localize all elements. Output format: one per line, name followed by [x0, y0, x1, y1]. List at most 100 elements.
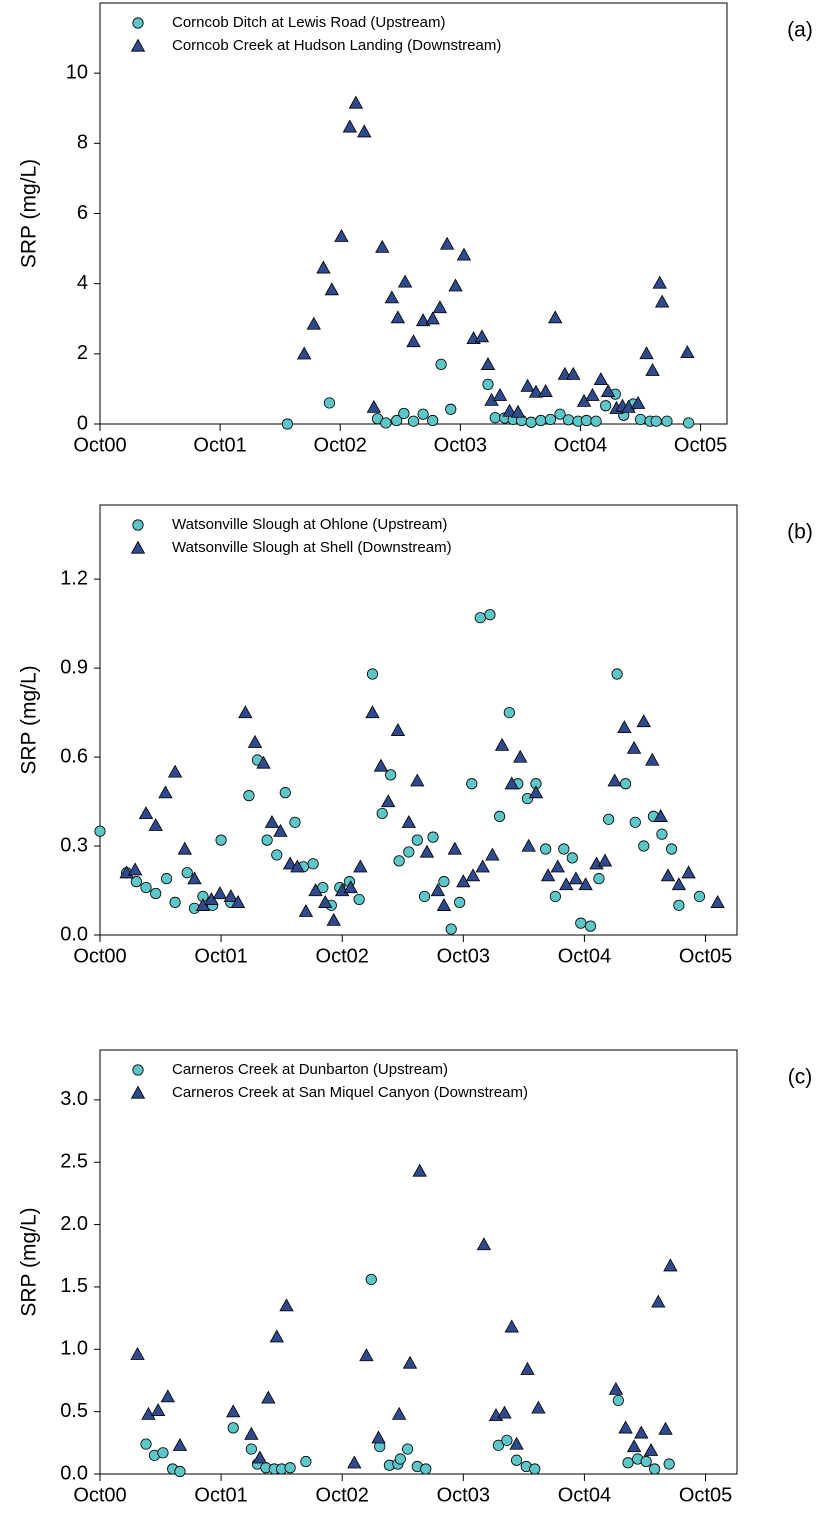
data-point — [425, 311, 440, 325]
data-point — [492, 1439, 505, 1451]
x-tick-label: Oct02 — [316, 1484, 369, 1506]
data-point — [290, 859, 305, 873]
data-point — [528, 785, 544, 799]
data-point — [436, 898, 452, 911]
data-point — [535, 414, 547, 427]
data-point — [626, 1439, 642, 1453]
data-point — [223, 889, 238, 903]
data-point — [230, 895, 246, 908]
data-point — [485, 847, 500, 861]
x-tick-label: Oct00 — [73, 1484, 126, 1506]
data-point — [562, 414, 575, 426]
data-point — [617, 720, 632, 734]
data-point — [381, 794, 396, 808]
data-point — [448, 278, 463, 292]
data-point — [343, 880, 358, 894]
data-point — [127, 862, 143, 876]
panel-label: (b) — [787, 521, 813, 544]
data-point — [626, 740, 642, 754]
data-point — [584, 920, 597, 932]
data-point — [279, 1298, 294, 1312]
data-point — [445, 403, 457, 415]
data-point — [373, 758, 389, 772]
data-point — [177, 841, 192, 855]
data-point — [334, 228, 349, 242]
y-tick-label: 0.3 — [60, 834, 88, 856]
y-tick-label: 2.5 — [60, 1151, 88, 1173]
data-point — [456, 247, 472, 261]
data-point — [673, 899, 685, 911]
data-point — [172, 1437, 188, 1451]
data-point — [281, 418, 293, 430]
data-point — [307, 858, 319, 870]
data-point — [629, 816, 641, 828]
data-point — [397, 274, 413, 288]
data-point — [568, 871, 584, 885]
legend-label: Carneros Creek at Dunbarton (Upstream) — [172, 1061, 448, 1078]
data-point — [585, 387, 600, 401]
data-point — [366, 668, 379, 680]
y-tick-label: 1.0 — [60, 1338, 88, 1360]
y-tick-label: 4 — [77, 272, 88, 294]
data-point — [497, 1405, 512, 1419]
data-point — [529, 1463, 541, 1475]
data-point — [525, 416, 537, 428]
data-point — [653, 809, 668, 822]
data-point — [575, 917, 587, 929]
data-point — [645, 362, 660, 376]
data-point — [394, 1453, 406, 1465]
data-point — [520, 378, 535, 392]
data-point — [150, 887, 162, 900]
x-tick-label: Oct02 — [314, 434, 367, 456]
data-point — [636, 714, 651, 728]
data-point — [619, 778, 632, 790]
data-point — [415, 313, 431, 327]
data-point — [366, 399, 382, 413]
data-point — [466, 778, 478, 790]
legend-marker — [130, 38, 146, 52]
plot-frame — [99, 504, 738, 936]
y-tick-label: 0 — [77, 412, 88, 434]
data-point — [663, 1458, 675, 1470]
data-point — [538, 384, 553, 397]
y-tick-label: 10 — [66, 61, 88, 83]
data-point — [353, 893, 365, 906]
x-tick-label: Oct01 — [194, 945, 247, 967]
data-point — [634, 413, 647, 426]
legend-marker — [132, 519, 144, 531]
y-tick-label: 0.0 — [60, 1462, 88, 1484]
data-point — [454, 896, 466, 908]
data-point — [580, 414, 593, 427]
plot-frame — [99, 1049, 738, 1475]
data-point — [474, 612, 486, 624]
x-tick-label: Oct01 — [193, 434, 246, 456]
data-point — [427, 414, 439, 427]
data-point — [289, 816, 301, 828]
data-point — [316, 260, 331, 274]
plot-frame — [99, 2, 728, 425]
data-point — [167, 764, 183, 778]
data-point — [298, 903, 314, 917]
data-point — [590, 415, 602, 427]
data-point — [247, 734, 263, 748]
data-point — [271, 849, 283, 861]
data-point — [710, 895, 725, 908]
data-point — [391, 1406, 407, 1420]
data-point — [432, 300, 448, 314]
data-point — [347, 1455, 362, 1469]
data-point — [261, 1390, 276, 1404]
legend-label: Watsonville Slough at Shell (Downstream) — [172, 539, 452, 556]
data-point — [402, 1355, 418, 1369]
legend-label: Corncob Ditch at Lewis Road (Upstream) — [172, 14, 445, 31]
data-point — [593, 372, 609, 386]
data-point — [342, 119, 358, 133]
data-point — [492, 387, 508, 401]
data-point — [308, 883, 323, 897]
data-point — [430, 883, 446, 897]
data-point — [489, 412, 501, 424]
data-point — [640, 1455, 652, 1468]
data-point — [607, 773, 622, 787]
legend-marker — [130, 540, 146, 554]
data-point — [603, 813, 615, 825]
data-point — [284, 1462, 296, 1474]
